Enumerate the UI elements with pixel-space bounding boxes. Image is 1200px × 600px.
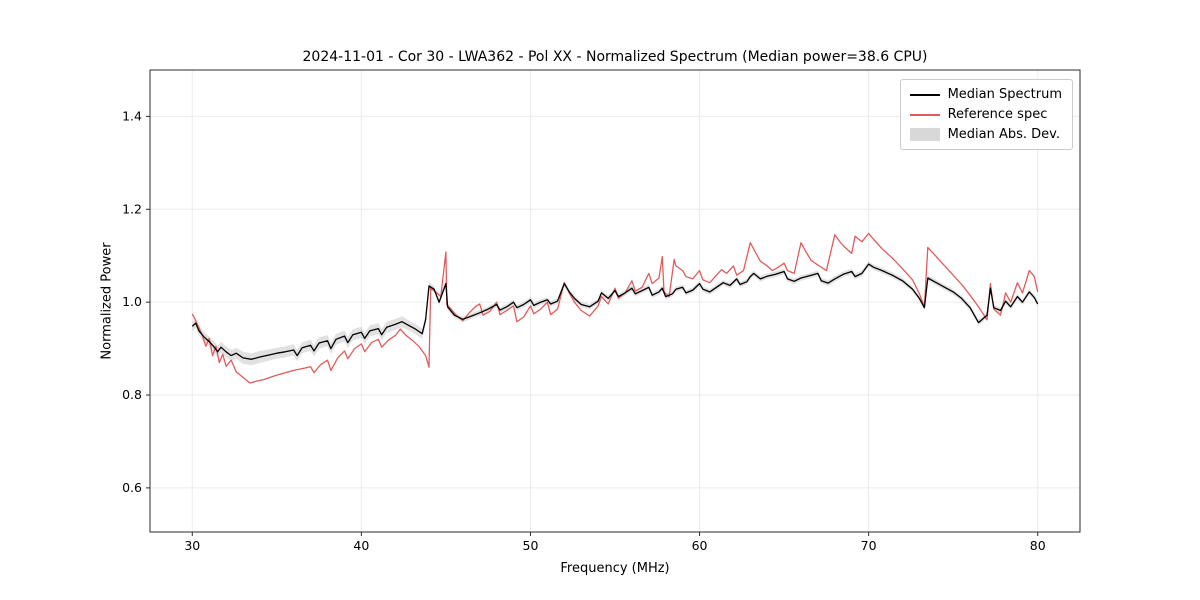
median-line-swatch xyxy=(909,93,940,96)
x-tick-label: 80 xyxy=(1030,538,1046,553)
x-tick-label: 60 xyxy=(692,538,708,553)
legend-label-reference: Reference spec xyxy=(947,107,1048,122)
y-tick-label: 1.0 xyxy=(122,294,142,309)
legend-entry-reference: Reference spec xyxy=(909,107,1062,122)
x-tick-label: 40 xyxy=(353,538,369,553)
y-tick-label: 0.8 xyxy=(122,387,142,402)
legend-label-median: Median Spectrum xyxy=(947,87,1062,102)
x-tick-label: 30 xyxy=(184,538,200,553)
chart-title: 2024-11-01 - Cor 30 - LWA362 - Pol XX - … xyxy=(302,49,928,65)
reference-line-swatch xyxy=(909,113,940,116)
y-tick-label: 0.6 xyxy=(122,480,142,495)
y-tick-label: 1.2 xyxy=(122,201,142,216)
y-axis-label: Normalized Power xyxy=(99,242,115,360)
series-line-median xyxy=(191,263,1039,360)
x-tick-label: 50 xyxy=(523,538,539,553)
y-tick-label: 1.4 xyxy=(122,108,142,123)
series-line-reference xyxy=(191,232,1039,384)
x-axis-label: Frequency (MHz) xyxy=(560,561,670,576)
legend-entry-mad: Median Abs. Dev. xyxy=(909,127,1062,142)
mad-band xyxy=(192,261,1038,366)
axes-frame xyxy=(149,69,1081,533)
legend: Median Spectrum Reference spec Median Ab… xyxy=(899,79,1073,150)
mad-band-swatch xyxy=(909,128,940,141)
x-tick-label: 70 xyxy=(861,538,877,553)
legend-entry-median: Median Spectrum xyxy=(909,87,1062,102)
legend-label-mad: Median Abs. Dev. xyxy=(947,127,1061,142)
